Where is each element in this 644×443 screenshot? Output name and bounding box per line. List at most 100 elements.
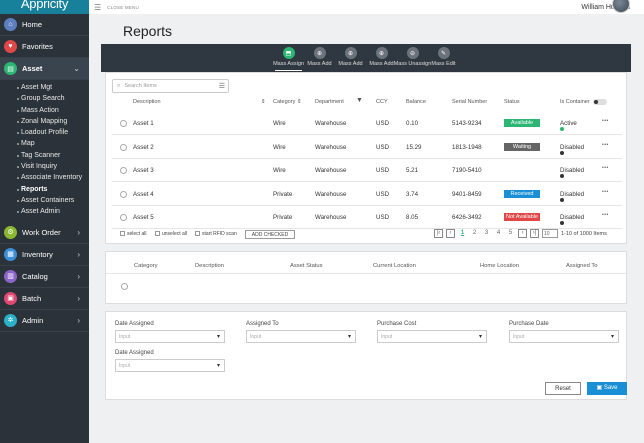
prev-page-icon[interactable]: ‹	[446, 229, 455, 238]
app-logo[interactable]: Appricity	[0, 0, 89, 14]
next-page-icon[interactable]: ›	[518, 229, 527, 238]
asset-submenu: Asset Mgt Group Search Mass Action Zonal Ma…	[0, 80, 89, 222]
field-select[interactable]: Input	[509, 330, 619, 343]
sidebar-item-work-order[interactable]: ⚙ Work Order ›	[0, 222, 89, 244]
more-options-icon[interactable]: •••	[602, 118, 609, 124]
more-options-icon[interactable]: •••	[602, 141, 609, 148]
page-2-button[interactable]: 2	[472, 230, 477, 236]
page-5-button[interactable]: 5	[508, 230, 513, 236]
submenu-item-asset-mgt[interactable]: Asset Mgt	[0, 82, 89, 93]
table-row[interactable]: Asset 2 Wire Warehouse USD 15.29 1813-1948 Wai…	[112, 137, 622, 159]
header-assigned-to[interactable]: Assigned To	[566, 263, 598, 269]
table-row[interactable]: Asset 3 Wire Warehouse USD 5.21 7190-5410 Disa…	[112, 160, 622, 182]
submenu-item-asset-admin[interactable]: Asset Admin	[0, 206, 89, 217]
page-4-button[interactable]: 4	[496, 230, 501, 236]
submenu-item-zonal-mapping[interactable]: Zonal Mapping	[0, 116, 89, 127]
header-home-location[interactable]: Home Location	[480, 263, 519, 269]
add-checked-button[interactable]: ADD CHECKED	[245, 230, 295, 239]
header-asset-status[interactable]: Asset Status	[290, 263, 323, 269]
submenu-item-loadout-profile[interactable]: Loadout Profile	[0, 127, 89, 138]
close-menu-button[interactable]: CLOSE MENU	[107, 4, 139, 10]
submenu-item-mass-action[interactable]: Mass Action	[0, 105, 89, 116]
sidebar-item-catalog[interactable]: ▥ Catalog ›	[0, 266, 89, 288]
more-options-icon[interactable]: •••	[602, 165, 609, 171]
row-radio[interactable]	[120, 143, 127, 151]
hamburger-menu-icon[interactable]: ☰	[94, 2, 102, 12]
chevron-right-icon[interactable]: ›	[77, 271, 80, 281]
table-row[interactable]: Asset 5 Private Warehouse USD 8.05 6426-3492 N…	[112, 207, 622, 229]
table-row[interactable]: Asset 1 Wire Warehouse USD 0.10 5143-9234 Avai…	[112, 113, 622, 135]
cell-description: Asset 2	[133, 143, 154, 151]
filter-icon[interactable]: ▼	[356, 97, 363, 104]
submenu-item-visit-inquiry[interactable]: Visit Inquiry	[0, 161, 89, 172]
save-button[interactable]: ▣ Save	[587, 382, 627, 395]
field-select[interactable]: Input	[115, 359, 225, 372]
submenu-item-group-search[interactable]: Group Search	[0, 93, 89, 104]
chevron-right-icon[interactable]: ›	[77, 293, 80, 303]
sort-icon[interactable]: ⇕	[261, 99, 266, 105]
table-row[interactable]: Asset 4 Private Warehouse USD 3.74 9401-8459 R…	[112, 184, 622, 206]
page-1-button[interactable]: 1	[460, 230, 465, 236]
header-category[interactable]: Category	[273, 99, 296, 105]
chevron-down-icon[interactable]: ⌄	[73, 64, 80, 73]
toolbar-button-mass-add[interactable]: ⊕ Mass Add	[335, 44, 366, 72]
row-radio[interactable]	[120, 167, 127, 174]
select-all-button[interactable]: select all	[120, 231, 146, 237]
user-name[interactable]: William Hughes	[581, 3, 630, 11]
sidebar-item-home[interactable]: ⌂ Home	[0, 14, 89, 36]
sort-icon[interactable]: ⇕	[297, 99, 302, 105]
first-page-icon[interactable]: |‹	[434, 229, 443, 238]
submenu-item-associate-inventory[interactable]: Associate Inventory	[0, 172, 89, 183]
chevron-right-icon[interactable]: ›	[77, 227, 80, 237]
unselect-all-button[interactable]: unselect all	[155, 231, 187, 237]
submenu-item-reports[interactable]: Reports	[0, 184, 89, 195]
more-options-icon[interactable]: •••	[602, 212, 609, 218]
favorites-icon: ♥	[4, 40, 17, 53]
toolbar-button-mass-add[interactable]: ⊕ Mass Add	[304, 44, 335, 72]
sidebar-item-asset[interactable]: ▤ Asset ⌄	[0, 58, 89, 80]
toolbar-button-mass-add[interactable]: ⊕ Mass Add	[366, 44, 397, 72]
toolbar-button-mass-unassign[interactable]: ⊖ Mass Unassign	[394, 44, 431, 72]
row-radio[interactable]	[120, 120, 127, 127]
sidebar-item-favorites[interactable]: ♥ Favorites	[0, 36, 89, 58]
header-ccy[interactable]: CCY	[376, 99, 388, 105]
chevron-right-icon[interactable]: ›	[77, 315, 80, 325]
header-department[interactable]: Department	[315, 99, 344, 105]
sidebar-item-admin[interactable]: ✲ Admin ›	[0, 310, 89, 332]
header-current-location[interactable]: Current Location	[373, 263, 416, 269]
row-radio[interactable]	[121, 283, 128, 290]
rfid-scan-button[interactable]: start RFID scan	[195, 231, 237, 237]
field-select[interactable]: Input	[115, 330, 225, 343]
header-is-container[interactable]: Is Container	[560, 99, 590, 105]
header-balance[interactable]: Balance	[406, 99, 426, 105]
header-description[interactable]: Description	[195, 263, 224, 269]
field-select[interactable]: Input	[246, 330, 356, 343]
filter-settings-icon[interactable]: ☰	[218, 83, 225, 90]
cell-balance: 3.74	[406, 190, 419, 198]
header-status[interactable]: Status	[504, 99, 520, 105]
submenu-item-tag-scanner[interactable]: Tag Scanner	[0, 150, 89, 161]
header-description[interactable]: Description	[133, 99, 161, 105]
header-category[interactable]: Category	[134, 263, 158, 269]
per-page-select[interactable]: 10	[542, 229, 558, 238]
search-input[interactable]: ⌕ Search Items ☰	[112, 79, 229, 93]
sidebar-item-batch[interactable]: ▣ Batch ›	[0, 288, 89, 310]
row-radio[interactable]	[120, 190, 127, 198]
submenu-item-asset-containers[interactable]: Asset Containers	[0, 195, 89, 206]
cell-balance: 8.05	[406, 214, 419, 221]
reset-button[interactable]: Reset	[545, 382, 581, 395]
page-3-button[interactable]: 3	[484, 230, 489, 236]
submenu-item-map[interactable]: Map	[0, 138, 89, 149]
header-serial[interactable]: Serial Number	[452, 99, 488, 105]
last-page-icon[interactable]: ›|	[530, 229, 539, 238]
toolbar-button-mass-assign[interactable]: ⬒ Mass Assign	[273, 44, 304, 72]
row-radio[interactable]	[120, 214, 127, 221]
avatar[interactable]	[612, 0, 630, 13]
field-select[interactable]: Input	[377, 330, 487, 343]
container-toggle[interactable]	[593, 99, 607, 105]
sidebar-item-inventory[interactable]: ▦ Inventory ›	[0, 244, 89, 266]
chevron-right-icon[interactable]: ›	[77, 249, 80, 259]
toolbar-button-mass-edit[interactable]: ✎ Mass Edit	[428, 44, 459, 72]
more-options-icon[interactable]: •••	[602, 188, 609, 195]
status-dot-icon	[560, 197, 564, 202]
